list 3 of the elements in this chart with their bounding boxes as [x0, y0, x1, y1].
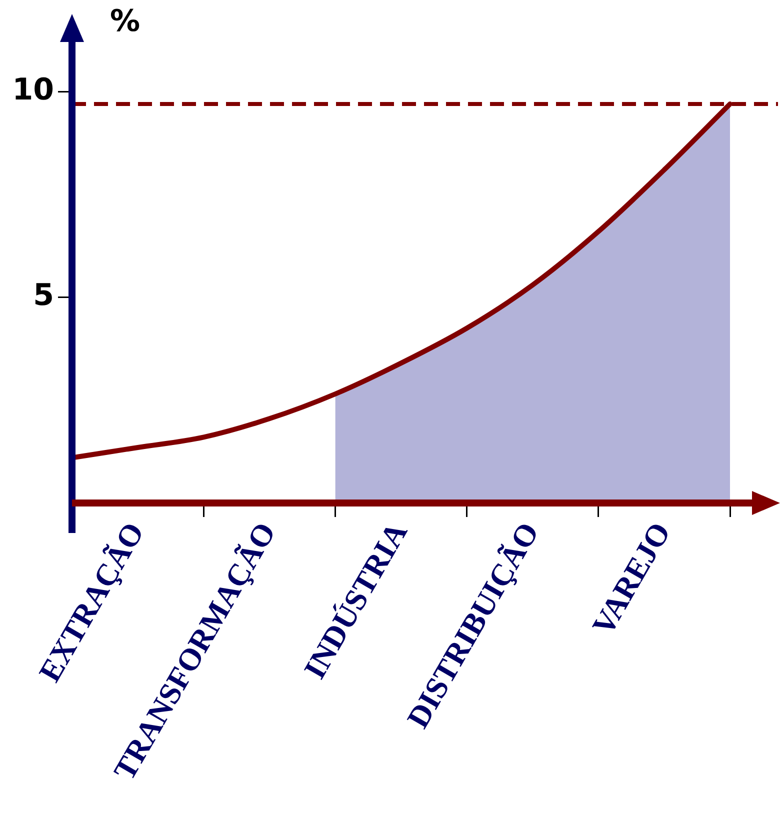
- y-axis-title: %: [110, 4, 140, 39]
- y-tick-label: 5: [33, 278, 54, 314]
- y-tick-label: 10: [12, 72, 54, 108]
